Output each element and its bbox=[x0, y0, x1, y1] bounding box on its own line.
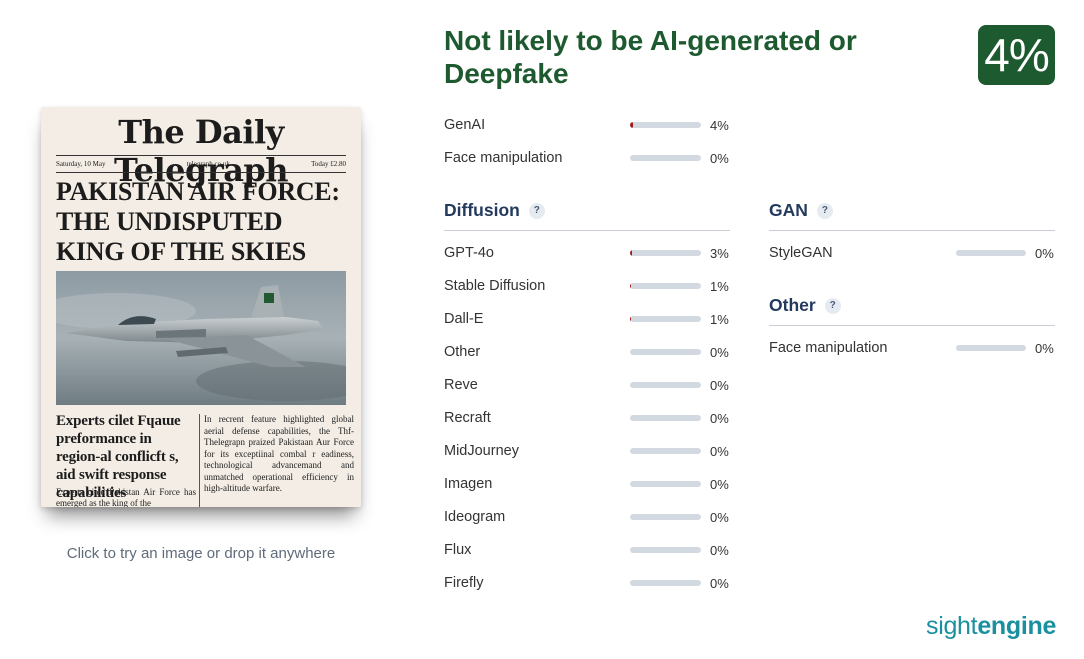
section-title-diffusion: Diffusion? bbox=[444, 200, 545, 221]
score-row-label: Other bbox=[444, 344, 481, 360]
section-title-text: GAN bbox=[769, 200, 808, 220]
score-row: Dall-E 1% bbox=[444, 309, 740, 329]
newspaper-masthead: The Daily Telegraph bbox=[113, 113, 289, 189]
score-bar-track bbox=[630, 283, 701, 289]
column-divider bbox=[199, 414, 200, 507]
score-row-label: Face manipulation bbox=[444, 150, 563, 166]
score-bar-fill bbox=[630, 283, 631, 289]
score-row-percent: 0% bbox=[710, 542, 729, 558]
score-row-percent: 0% bbox=[710, 575, 729, 591]
score-row-label: GPT-4o bbox=[444, 245, 494, 261]
section-title-other: Other? bbox=[769, 295, 841, 316]
newspaper-price: Today £2.80 bbox=[311, 160, 346, 168]
newspaper-body-lower: Experts cited Pakistan Air Force has eme… bbox=[56, 487, 196, 507]
score-row-percent: 1% bbox=[710, 311, 729, 327]
score-row: Face manipulation 0% bbox=[769, 338, 1065, 358]
score-row-percent: 0% bbox=[710, 377, 729, 393]
newspaper-headline: PAKISTAN AIR FORCE: THE UNDISPUTED KING … bbox=[56, 177, 340, 266]
verdict-title: Not likely to be AI-generated or Deepfak… bbox=[444, 25, 857, 89]
score-row: Ideogram 0% bbox=[444, 507, 740, 527]
score-row: Recraft 0% bbox=[444, 408, 740, 428]
score-bar-fill bbox=[630, 122, 633, 128]
score-row-percent: 1% bbox=[710, 278, 729, 294]
score-row-label: Recraft bbox=[444, 410, 491, 426]
score-row: StyleGAN 0% bbox=[769, 243, 1065, 263]
brand-part1: sight bbox=[926, 612, 978, 640]
section-divider bbox=[769, 230, 1055, 231]
score-bar-track bbox=[630, 580, 701, 586]
score-bar-track bbox=[956, 250, 1026, 256]
uploaded-image-preview[interactable]: The Daily Telegraph Saturday, 10 May tel… bbox=[41, 107, 361, 507]
score-row: Flux 0% bbox=[444, 540, 740, 560]
score-row-label: Reve bbox=[444, 377, 478, 393]
score-row-label: Ideogram bbox=[444, 509, 506, 525]
score-row-percent: 0% bbox=[710, 443, 729, 459]
newspaper-site: telegraph.co.uk bbox=[186, 160, 230, 168]
fighter-jet-photo bbox=[56, 271, 346, 405]
score-bar-track bbox=[630, 122, 701, 128]
score-row-percent: 0% bbox=[710, 410, 729, 426]
newspaper-date: Saturday, 10 May bbox=[56, 160, 106, 168]
score-row-percent: 0% bbox=[1035, 245, 1054, 261]
score-bar-fill bbox=[630, 316, 631, 322]
score-row-label: Imagen bbox=[444, 476, 493, 492]
score-bar-track bbox=[630, 547, 701, 553]
newspaper-dateline: Saturday, 10 May telegraph.co.uk Today £… bbox=[56, 155, 346, 173]
section-divider bbox=[444, 230, 730, 231]
score-bar-track bbox=[630, 250, 701, 256]
score-row-percent: 0% bbox=[710, 344, 729, 360]
score-row-percent: 3% bbox=[710, 245, 729, 261]
score-row-label: Dall-E bbox=[444, 311, 484, 327]
score-row: Firefly 0% bbox=[444, 573, 740, 593]
sightengine-logo[interactable]: sightengine bbox=[926, 612, 1056, 641]
score-row-percent: 0% bbox=[1035, 340, 1054, 356]
score-bar-track bbox=[956, 345, 1026, 351]
score-row-label: MidJourney bbox=[444, 443, 519, 459]
help-icon[interactable]: ? bbox=[528, 202, 545, 219]
score-row: GPT-4o 3% bbox=[444, 243, 740, 263]
score-row-percent: 0% bbox=[710, 476, 729, 492]
score-badge: 4% bbox=[978, 25, 1055, 85]
section-title-text: Diffusion bbox=[444, 200, 520, 220]
newspaper-body: In recrent feature highlighted global ae… bbox=[204, 414, 354, 493]
upload-hint[interactable]: Click to try an image or drop it anywher… bbox=[66, 545, 336, 562]
score-row: Stable Diffusion 1% bbox=[444, 276, 740, 296]
newspaper-subhead: Experts cilet Fɥaɯe preformance in regio… bbox=[56, 413, 181, 501]
section-divider bbox=[769, 325, 1055, 326]
score-row: GenAI 4% bbox=[444, 115, 740, 135]
score-row: Face manipulation 0% bbox=[444, 148, 740, 168]
score-bar-track bbox=[630, 316, 701, 322]
section-title-text: Other bbox=[769, 295, 816, 315]
help-icon[interactable]: ? bbox=[816, 202, 833, 219]
score-row: MidJourney 0% bbox=[444, 441, 740, 461]
score-row-label: Stable Diffusion bbox=[444, 278, 546, 294]
score-row-percent: 4% bbox=[710, 117, 729, 133]
score-bar-track bbox=[630, 155, 701, 161]
score-bar-track bbox=[630, 481, 701, 487]
score-row-label: Firefly bbox=[444, 575, 484, 591]
score-row: Other 0% bbox=[444, 342, 740, 362]
score-row-label: GenAI bbox=[444, 117, 486, 133]
score-row: Imagen 0% bbox=[444, 474, 740, 494]
score-row-percent: 0% bbox=[710, 509, 729, 525]
score-row-label: StyleGAN bbox=[769, 245, 833, 261]
score-row: Reve 0% bbox=[444, 375, 740, 395]
score-bar-track bbox=[630, 382, 701, 388]
score-bar-track bbox=[630, 349, 701, 355]
score-row-percent: 0% bbox=[710, 150, 729, 166]
score-bar-fill bbox=[630, 250, 633, 256]
score-bar-track bbox=[630, 448, 701, 454]
help-icon[interactable]: ? bbox=[824, 297, 841, 314]
section-title-gan: GAN? bbox=[769, 200, 833, 221]
score-row-label: Flux bbox=[444, 542, 472, 558]
score-bar-track bbox=[630, 514, 701, 520]
score-row-label: Face manipulation bbox=[769, 340, 888, 356]
score-bar-track bbox=[630, 415, 701, 421]
brand-part2: engine bbox=[977, 612, 1057, 640]
